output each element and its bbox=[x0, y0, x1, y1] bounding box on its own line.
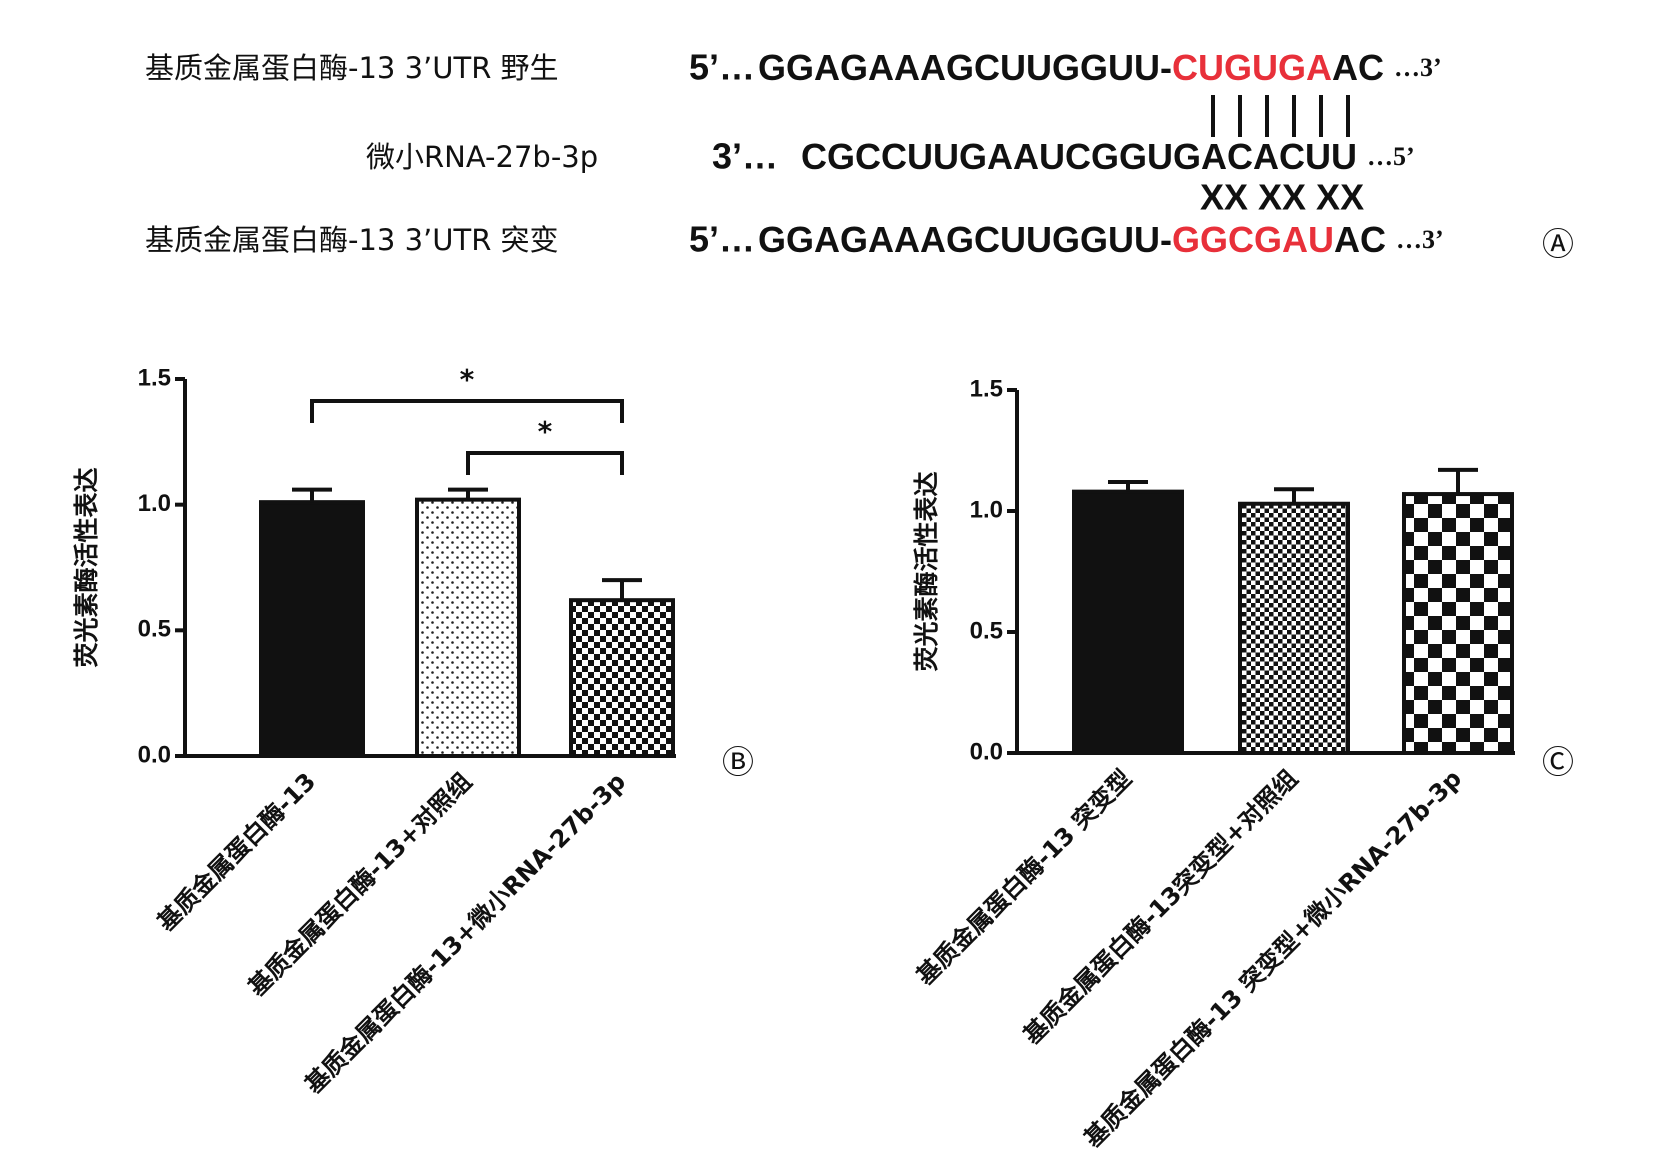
y-axis-title: 荧光素酶活性表达 bbox=[72, 467, 101, 667]
sequence-name: 基质金属蛋白酶-13 3’UTR 突变 bbox=[145, 223, 559, 257]
significance-bracket bbox=[310, 399, 624, 423]
panel-label: Ⓑ bbox=[722, 743, 754, 781]
bar bbox=[569, 598, 675, 758]
panel-label: Ⓐ bbox=[1542, 225, 1574, 263]
mismatch-marks: XX XX XX bbox=[1200, 177, 1364, 218]
y-tick-label: 1.0 bbox=[970, 496, 1003, 523]
sequence-segment: GGAGAAAGCUUGGUU- bbox=[758, 47, 1172, 88]
y-tick-label: 0.5 bbox=[970, 617, 1003, 644]
y-tick-label: 1.5 bbox=[970, 375, 1003, 402]
bar bbox=[1402, 492, 1514, 755]
y-tick-label: 1.0 bbox=[138, 490, 171, 517]
y-tick-label: 0.0 bbox=[138, 741, 171, 768]
sequence: CGCCUUGAAUCGGUGACACUU …5’ bbox=[801, 136, 1415, 177]
sequence-suffix: …3’ bbox=[1396, 225, 1444, 254]
sequence-suffix: …5’ bbox=[1367, 142, 1415, 171]
y-tick-label: 1.5 bbox=[138, 364, 171, 391]
sequence-segment: CUGUGA bbox=[1172, 47, 1332, 88]
sequence-prefix: 3’… bbox=[712, 136, 778, 177]
sequence-segment: GGAGAAAGCUUGGUU- bbox=[758, 219, 1172, 260]
bar bbox=[415, 497, 521, 758]
y-tick-label: 0.5 bbox=[138, 616, 171, 643]
sequence-prefix: 5’… bbox=[689, 47, 755, 88]
bar bbox=[1238, 501, 1350, 755]
sequence-segment: CGCCUUGAAUCGGUGACACUU bbox=[801, 136, 1357, 177]
significance-bracket bbox=[466, 451, 624, 475]
sequence: GGAGAAAGCUUGGUU-CUGUGAAC …3’ bbox=[758, 47, 1442, 88]
significance-label: * bbox=[538, 415, 553, 448]
significance-label: * bbox=[460, 363, 475, 396]
sequence-segment: GGCGAU bbox=[1172, 219, 1334, 260]
sequence-suffix: …3’ bbox=[1394, 53, 1442, 82]
pairing-lines bbox=[1211, 95, 1350, 137]
bar bbox=[1072, 489, 1184, 755]
panel-label: Ⓒ bbox=[1542, 743, 1574, 781]
bar bbox=[259, 500, 365, 758]
sequence-segment: AC bbox=[1332, 47, 1384, 88]
sequence-segment: AC bbox=[1334, 219, 1386, 260]
sequence-name: 基质金属蛋白酶-13 3’UTR 野生 bbox=[145, 51, 559, 85]
sequence-prefix: 5’… bbox=[689, 219, 755, 260]
y-tick-label: 0.0 bbox=[970, 738, 1003, 765]
sequence: GGAGAAAGCUUGGUU-GGCGAUAC …3’ bbox=[758, 219, 1444, 260]
sequence-name: 微小RNA-27b-3p bbox=[366, 140, 598, 174]
y-axis-title: 荧光素酶活性表达 bbox=[912, 471, 941, 671]
